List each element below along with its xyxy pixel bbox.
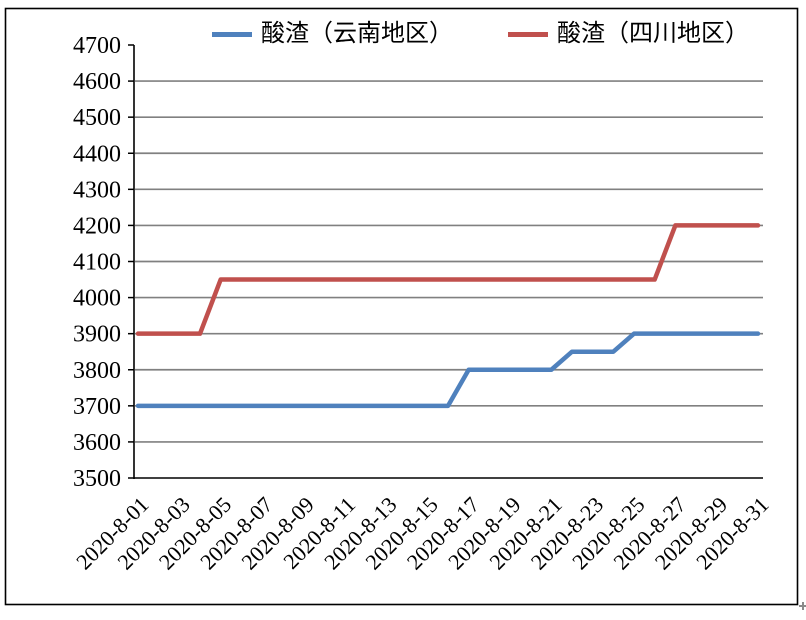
legend-item-sichuan: 酸渣（四川地区） (508, 21, 749, 47)
y-tick-label: 4600 (73, 69, 121, 95)
y-tick-label: 4700 (73, 33, 121, 59)
y-tick-label: 3500 (73, 466, 121, 492)
chart-border (4, 7, 799, 606)
y-tick-label: 4400 (73, 141, 121, 167)
y-tick-label: 3600 (73, 430, 121, 456)
series-line-sichuan (135, 223, 761, 336)
legend-label-sichuan: 酸渣（四川地区） (557, 21, 749, 47)
y-tick-label: 3800 (73, 358, 121, 384)
y-tick-label: 4200 (73, 213, 121, 239)
y-tick-label: 4100 (73, 250, 121, 276)
anchor-mark (799, 602, 806, 610)
y-tick-label: 4500 (73, 105, 121, 131)
series-line-yunnan (135, 331, 761, 409)
y-tick-label: 3900 (73, 322, 121, 348)
legend-label-yunnan: 酸渣（云南地区） (261, 21, 453, 47)
anchor-mark-bar (802, 602, 804, 610)
y-tick-label: 3700 (73, 394, 121, 420)
y-tick-label: 4300 (73, 177, 121, 203)
legend-swatch-sichuan (508, 31, 548, 37)
y-tick-label: 4000 (73, 286, 121, 312)
legend-swatch-yunnan (212, 31, 252, 37)
legend-item-yunnan: 酸渣（云南地区） (212, 21, 453, 47)
